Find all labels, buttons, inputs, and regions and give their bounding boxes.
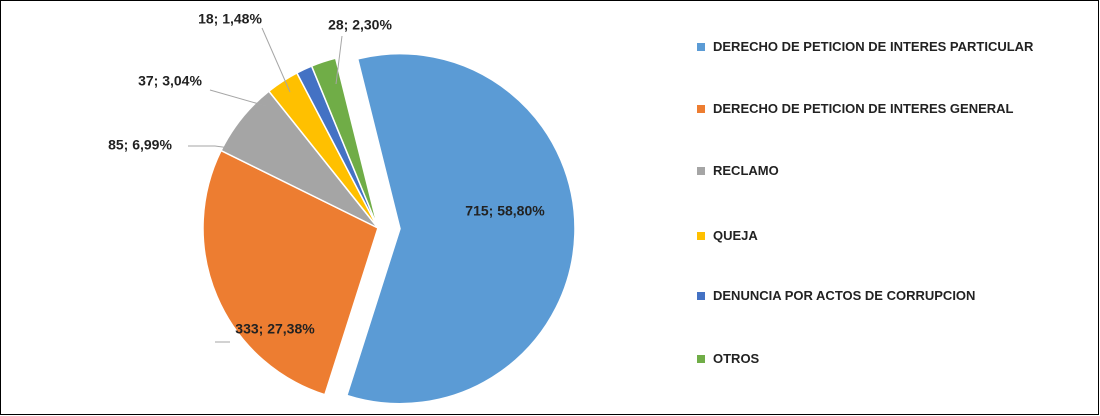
data-label: 85; 6,99% bbox=[108, 137, 172, 153]
leader-line bbox=[335, 35, 343, 85]
legend-swatch bbox=[697, 167, 705, 175]
legend-label: DERECHO DE PETICION DE INTERES GENERAL bbox=[713, 101, 1014, 116]
legend-swatch bbox=[697, 105, 705, 113]
legend-swatch bbox=[697, 232, 705, 240]
legend-label: QUEJA bbox=[713, 228, 758, 243]
legend-swatch bbox=[697, 355, 705, 363]
data-label: 715; 58,80% bbox=[465, 203, 545, 219]
legend-item: DERECHO DE PETICION DE INTERES GENERAL bbox=[697, 100, 1098, 118]
legend-label: RECLAMO bbox=[713, 163, 779, 178]
legend-item: DERECHO DE PETICION DE INTERES PARTICULA… bbox=[697, 38, 1098, 56]
data-label: 333; 27,38% bbox=[235, 321, 315, 337]
pie-slice bbox=[345, 52, 576, 405]
data-label: 18; 1,48% bbox=[198, 11, 262, 27]
legend-item: QUEJA bbox=[697, 227, 1098, 245]
leader-line bbox=[209, 89, 267, 107]
legend-swatch bbox=[697, 292, 705, 300]
legend-item: DENUNCIA POR ACTOS DE CORRUPCION bbox=[697, 287, 1098, 305]
pie-slice bbox=[310, 57, 379, 229]
legend-label: DENUNCIA POR ACTOS DE CORRUPCION bbox=[713, 288, 976, 303]
data-label: 28; 2,30% bbox=[328, 17, 392, 33]
legend-swatch bbox=[697, 43, 705, 51]
data-label: 37; 3,04% bbox=[138, 73, 202, 89]
leader-line bbox=[188, 145, 231, 149]
legend-item: OTROS bbox=[697, 350, 1098, 368]
legend-label: DERECHO DE PETICION DE INTERES PARTICULA… bbox=[713, 39, 1034, 54]
legend-item: RECLAMO bbox=[697, 162, 1098, 180]
legend-label: OTROS bbox=[713, 351, 760, 366]
leader-line bbox=[261, 27, 291, 93]
pie-slice bbox=[202, 149, 379, 396]
